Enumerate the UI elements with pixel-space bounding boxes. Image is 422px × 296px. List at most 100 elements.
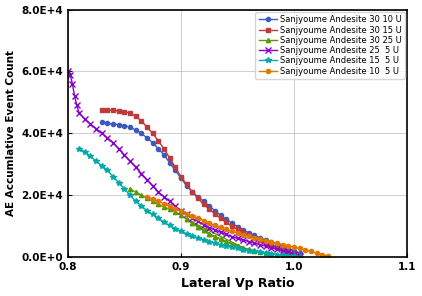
Sanjyoume Andesite 15  5 U — [156, 217, 161, 220]
Sanjyoume Andesite 10  5 U — [263, 239, 268, 243]
Sanjyoume Andesite 30 25 U — [184, 218, 189, 221]
Sanjyoume Andesite 30 10 U — [212, 209, 217, 213]
Sanjyoume Andesite 30 15 U — [150, 131, 155, 135]
Sanjyoume Andesite 30 25 U — [286, 254, 291, 258]
Sanjyoume Andesite 15  5 U — [139, 204, 144, 208]
Sanjyoume Andesite 15  5 U — [252, 250, 257, 253]
Sanjyoume Andesite 30 15 U — [99, 108, 104, 112]
Sanjyoume Andesite 10  5 U — [241, 233, 246, 237]
Sanjyoume Andesite 10  5 U — [325, 254, 330, 258]
Sanjyoume Andesite 10  5 U — [179, 210, 184, 213]
Sanjyoume Andesite 15  5 U — [88, 155, 93, 158]
Sanjyoume Andesite 25  5 U — [184, 213, 189, 216]
Sanjyoume Andesite 30 15 U — [257, 239, 262, 242]
Sanjyoume Andesite 30 25 U — [246, 247, 252, 251]
Sanjyoume Andesite 30 10 U — [150, 141, 155, 144]
Sanjyoume Andesite 30 25 U — [201, 229, 206, 232]
Sanjyoume Andesite 25  5 U — [144, 178, 149, 181]
Sanjyoume Andesite 15  5 U — [201, 238, 206, 242]
Sanjyoume Andesite 10  5 U — [201, 219, 206, 222]
Sanjyoume Andesite 30 15 U — [241, 231, 246, 234]
Sanjyoume Andesite 30 15 U — [122, 110, 127, 113]
Line: Sanjyoume Andesite 30 15 U: Sanjyoume Andesite 30 15 U — [100, 108, 302, 258]
Sanjyoume Andesite 30 15 U — [246, 234, 252, 237]
Line: Sanjyoume Andesite 15  5 U: Sanjyoume Andesite 15 5 U — [76, 146, 303, 260]
Sanjyoume Andesite 25  5 U — [292, 252, 297, 256]
Sanjyoume Andesite 25  5 U — [122, 153, 127, 157]
Sanjyoume Andesite 10  5 U — [269, 240, 274, 244]
Sanjyoume Andesite 10  5 U — [252, 236, 257, 240]
Sanjyoume Andesite 25  5 U — [150, 184, 155, 188]
Sanjyoume Andesite 30 15 U — [105, 108, 110, 112]
Sanjyoume Andesite 30 15 U — [190, 190, 195, 194]
Sanjyoume Andesite 25  5 U — [252, 241, 257, 245]
Sanjyoume Andesite 15  5 U — [207, 240, 212, 243]
Sanjyoume Andesite 10  5 U — [150, 197, 155, 201]
Sanjyoume Andesite 15  5 U — [195, 236, 200, 240]
Sanjyoume Andesite 25  5 U — [70, 82, 75, 86]
Sanjyoume Andesite 30 10 U — [195, 195, 200, 199]
Sanjyoume Andesite 15  5 U — [235, 247, 240, 250]
Sanjyoume Andesite 30 25 U — [139, 193, 144, 197]
Sanjyoume Andesite 30 25 U — [167, 207, 172, 211]
Sanjyoume Andesite 30 10 U — [241, 228, 246, 231]
Sanjyoume Andesite 15  5 U — [275, 253, 280, 256]
Sanjyoume Andesite 25  5 U — [72, 94, 77, 98]
Sanjyoume Andesite 25  5 U — [280, 249, 285, 252]
Sanjyoume Andesite 30 10 U — [280, 244, 285, 248]
Sanjyoume Andesite 30 15 U — [286, 250, 291, 254]
Sanjyoume Andesite 10  5 U — [314, 251, 319, 255]
Sanjyoume Andesite 30 15 U — [127, 111, 133, 115]
Line: Sanjyoume Andesite 25  5 U: Sanjyoume Andesite 25 5 U — [65, 69, 303, 259]
Sanjyoume Andesite 25  5 U — [229, 235, 234, 238]
Sanjyoume Andesite 30 15 U — [195, 197, 200, 200]
Sanjyoume Andesite 15  5 U — [127, 193, 133, 197]
Sanjyoume Andesite 10  5 U — [162, 202, 167, 206]
Sanjyoume Andesite 10  5 U — [167, 205, 172, 208]
Sanjyoume Andesite 30 25 U — [190, 221, 195, 225]
Sanjyoume Andesite 25  5 U — [162, 195, 167, 199]
Sanjyoume Andesite 25  5 U — [179, 209, 184, 213]
Sanjyoume Andesite 30 25 U — [133, 190, 138, 194]
Sanjyoume Andesite 30 15 U — [218, 217, 223, 220]
Sanjyoume Andesite 25  5 U — [133, 165, 138, 169]
Sanjyoume Andesite 25  5 U — [156, 190, 161, 194]
Sanjyoume Andesite 30 25 U — [241, 246, 246, 250]
Sanjyoume Andesite 30 25 U — [224, 240, 229, 243]
Sanjyoume Andesite 30 10 U — [99, 121, 104, 124]
Sanjyoume Andesite 30 10 U — [207, 204, 212, 208]
Sanjyoume Andesite 30 25 U — [207, 232, 212, 236]
Sanjyoume Andesite 25  5 U — [173, 204, 178, 208]
Sanjyoume Andesite 15  5 U — [94, 159, 99, 163]
Sanjyoume Andesite 15  5 U — [297, 255, 302, 259]
Sanjyoume Andesite 10  5 U — [303, 248, 308, 252]
Sanjyoume Andesite 30 25 U — [275, 253, 280, 256]
Sanjyoume Andesite 30 10 U — [184, 184, 189, 188]
Sanjyoume Andesite 30 15 U — [111, 109, 116, 112]
Sanjyoume Andesite 30 25 U — [269, 252, 274, 255]
Sanjyoume Andesite 15  5 U — [224, 244, 229, 248]
Sanjyoume Andesite 30 15 U — [133, 115, 138, 118]
Sanjyoume Andesite 25  5 U — [263, 244, 268, 248]
Sanjyoume Andesite 30 10 U — [286, 247, 291, 250]
Sanjyoume Andesite 15  5 U — [162, 220, 167, 224]
Sanjyoume Andesite 30 25 U — [184, 218, 189, 221]
Sanjyoume Andesite 30 15 U — [212, 212, 217, 215]
Sanjyoume Andesite 10  5 U — [173, 207, 178, 210]
Sanjyoume Andesite 10  5 U — [292, 245, 297, 249]
Sanjyoume Andesite 30 25 U — [195, 225, 200, 229]
Sanjyoume Andesite 30 10 U — [122, 124, 127, 127]
Sanjyoume Andesite 15  5 U — [263, 252, 268, 255]
Sanjyoume Andesite 25  5 U — [139, 172, 144, 175]
Sanjyoume Andesite 30 10 U — [156, 147, 161, 151]
Sanjyoume Andesite 30 15 U — [280, 248, 285, 251]
Sanjyoume Andesite 30 25 U — [252, 249, 257, 252]
Sanjyoume Andesite 25  5 U — [82, 118, 87, 121]
Sanjyoume Andesite 30 25 U — [156, 203, 161, 206]
Sanjyoume Andesite 25  5 U — [286, 251, 291, 254]
Sanjyoume Andesite 30 15 U — [207, 207, 212, 211]
Sanjyoume Andesite 30 15 U — [144, 125, 149, 129]
Sanjyoume Andesite 30 10 U — [218, 213, 223, 217]
Sanjyoume Andesite 30 25 U — [201, 229, 206, 232]
Line: Sanjyoume Andesite 30 25 U: Sanjyoume Andesite 30 25 U — [128, 187, 302, 259]
